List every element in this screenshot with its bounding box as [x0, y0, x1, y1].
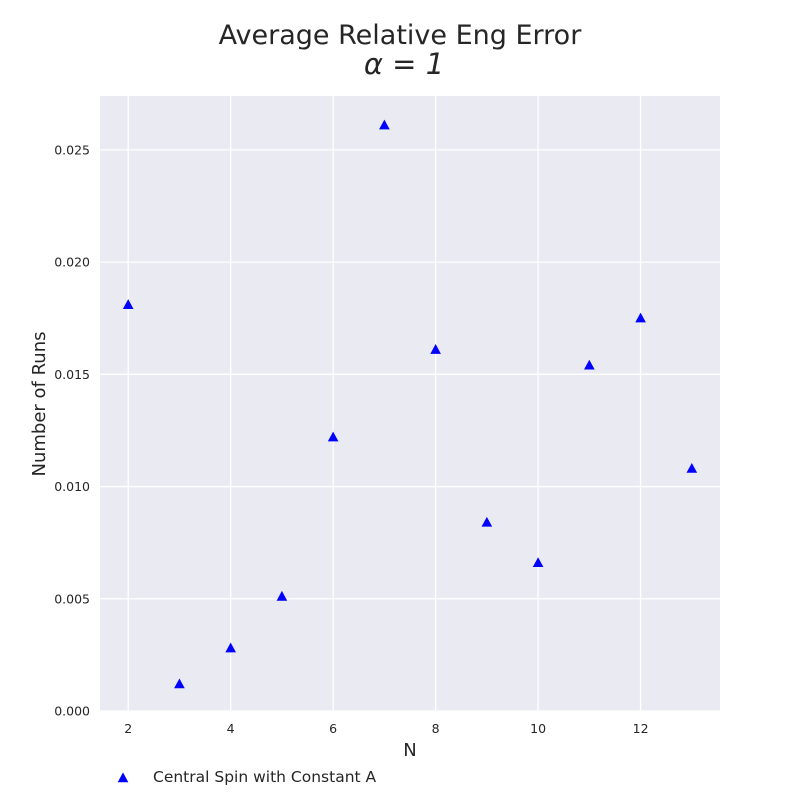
data-point-triangle: [174, 678, 185, 689]
plot-area: [100, 96, 720, 711]
y-tick-label: 0.000: [54, 704, 90, 719]
data-point-triangle: [276, 590, 288, 601]
chart-title: Average Relative Eng Error: [219, 20, 583, 51]
grid-lines: [100, 96, 720, 712]
y-tick-label: 0.025: [54, 142, 90, 157]
x-tick-label: 10: [530, 721, 546, 736]
legend-marker-triangle-icon: [117, 772, 129, 783]
data-point-triangle: [430, 344, 441, 354]
y-tick-label: 0.015: [54, 367, 90, 382]
x-axis-ticks: 2 4 6 8 10 12: [124, 721, 648, 736]
x-tick-label: 12: [633, 721, 649, 736]
data-point-triangle: [327, 431, 339, 442]
legend: Central Spin with Constant A: [117, 768, 377, 786]
data-point-triangle: [481, 516, 493, 527]
y-tick-label: 0.010: [54, 479, 90, 494]
x-tick-label: 2: [124, 721, 132, 736]
data-point-triangle: [584, 359, 595, 370]
y-axis-label: Number of Runs: [29, 332, 50, 477]
y-tick-label: 0.005: [54, 591, 90, 606]
data-point-triangle: [379, 119, 390, 130]
data-points: [122, 119, 698, 689]
x-axis-label: N: [403, 740, 416, 761]
data-point-triangle: [532, 557, 544, 568]
y-tick-label: 0.020: [54, 255, 90, 270]
data-point-triangle: [686, 462, 698, 473]
chart-subtitle: α = 1: [364, 47, 444, 81]
data-point-triangle: [225, 642, 236, 653]
y-axis-ticks: 0.000 0.005 0.010 0.015 0.020 0.025: [54, 142, 90, 718]
legend-label: Central Spin with Constant A: [153, 768, 377, 786]
x-tick-label: 4: [227, 721, 235, 736]
data-point-triangle: [122, 299, 134, 309]
data-point-triangle: [635, 312, 646, 323]
x-tick-label: 8: [432, 721, 440, 736]
x-tick-label: 6: [329, 721, 337, 736]
